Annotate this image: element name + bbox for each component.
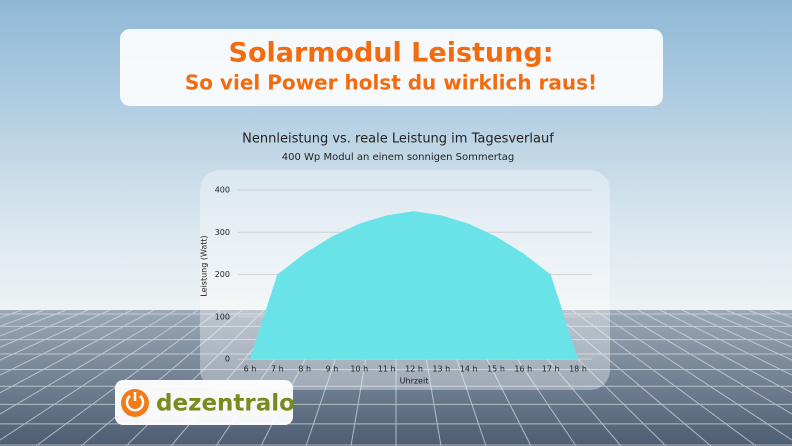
panel-line <box>681 309 792 361</box>
logo-icon <box>121 389 149 417</box>
x-tick-label: 14 h <box>460 365 478 374</box>
banner <box>120 29 663 106</box>
chart-subtitle: 400 Wp Modul an einem sonnigen Sommertag <box>282 152 514 163</box>
x-tick-label: 15 h <box>487 365 505 374</box>
panel-line <box>593 309 792 441</box>
x-tick-label: 16 h <box>514 365 532 374</box>
panel-line <box>0 309 133 376</box>
x-tick-label: 7 h <box>271 365 284 374</box>
panel-line <box>703 309 792 348</box>
panel-line <box>725 309 792 337</box>
y-tick-label: 200 <box>215 270 230 279</box>
y-tick-label: 0 <box>225 355 230 364</box>
panel-line <box>659 309 792 376</box>
area <box>250 211 578 359</box>
y-tick-label: 400 <box>215 186 230 195</box>
panel-line <box>571 309 757 446</box>
panel-line <box>0 309 89 348</box>
y-axis-label: Leistung (Watt) <box>200 235 209 296</box>
panel-line <box>0 309 111 361</box>
panel-line <box>0 309 155 394</box>
x-tick-label: 8 h <box>298 365 311 374</box>
x-tick-label: 9 h <box>326 365 339 374</box>
chart-title: Nennleistung vs. reale Leistung im Tages… <box>242 132 554 147</box>
x-tick-label: 17 h <box>542 365 560 374</box>
panel-line <box>637 309 792 394</box>
panel-line <box>549 309 712 446</box>
banner-title: Solarmodul Leistung: <box>229 38 554 69</box>
plot: 0 100 200 300 400 6 h 7 h 8 h 9 h 10 h 11 h 12 h 13 … <box>215 186 592 374</box>
x-axis-label: Uhrzeit <box>400 377 429 386</box>
x-tick-label: 13 h <box>432 365 450 374</box>
x-tick-label: 11 h <box>378 365 396 374</box>
banner-subtitle: So viel Power holst du wirklich raus! <box>185 71 597 95</box>
logo-icon-symbol <box>125 392 145 412</box>
y-tick-label: 300 <box>215 228 230 237</box>
logo-box <box>115 380 293 425</box>
panel-line <box>615 309 792 415</box>
panel-line <box>0 309 67 337</box>
panel-line <box>80 309 243 446</box>
x-tick-label: 10 h <box>350 365 368 374</box>
panel-line <box>0 309 199 441</box>
x-tick-label: 18 h <box>569 365 587 374</box>
panel-line <box>35 309 221 446</box>
logo-text: dezentralo <box>156 391 295 417</box>
x-tick-label: 12 h <box>405 365 423 374</box>
y-tick-label: 100 <box>215 312 230 321</box>
panel-line <box>0 309 177 415</box>
x-tick-label: 6 h <box>244 365 257 374</box>
